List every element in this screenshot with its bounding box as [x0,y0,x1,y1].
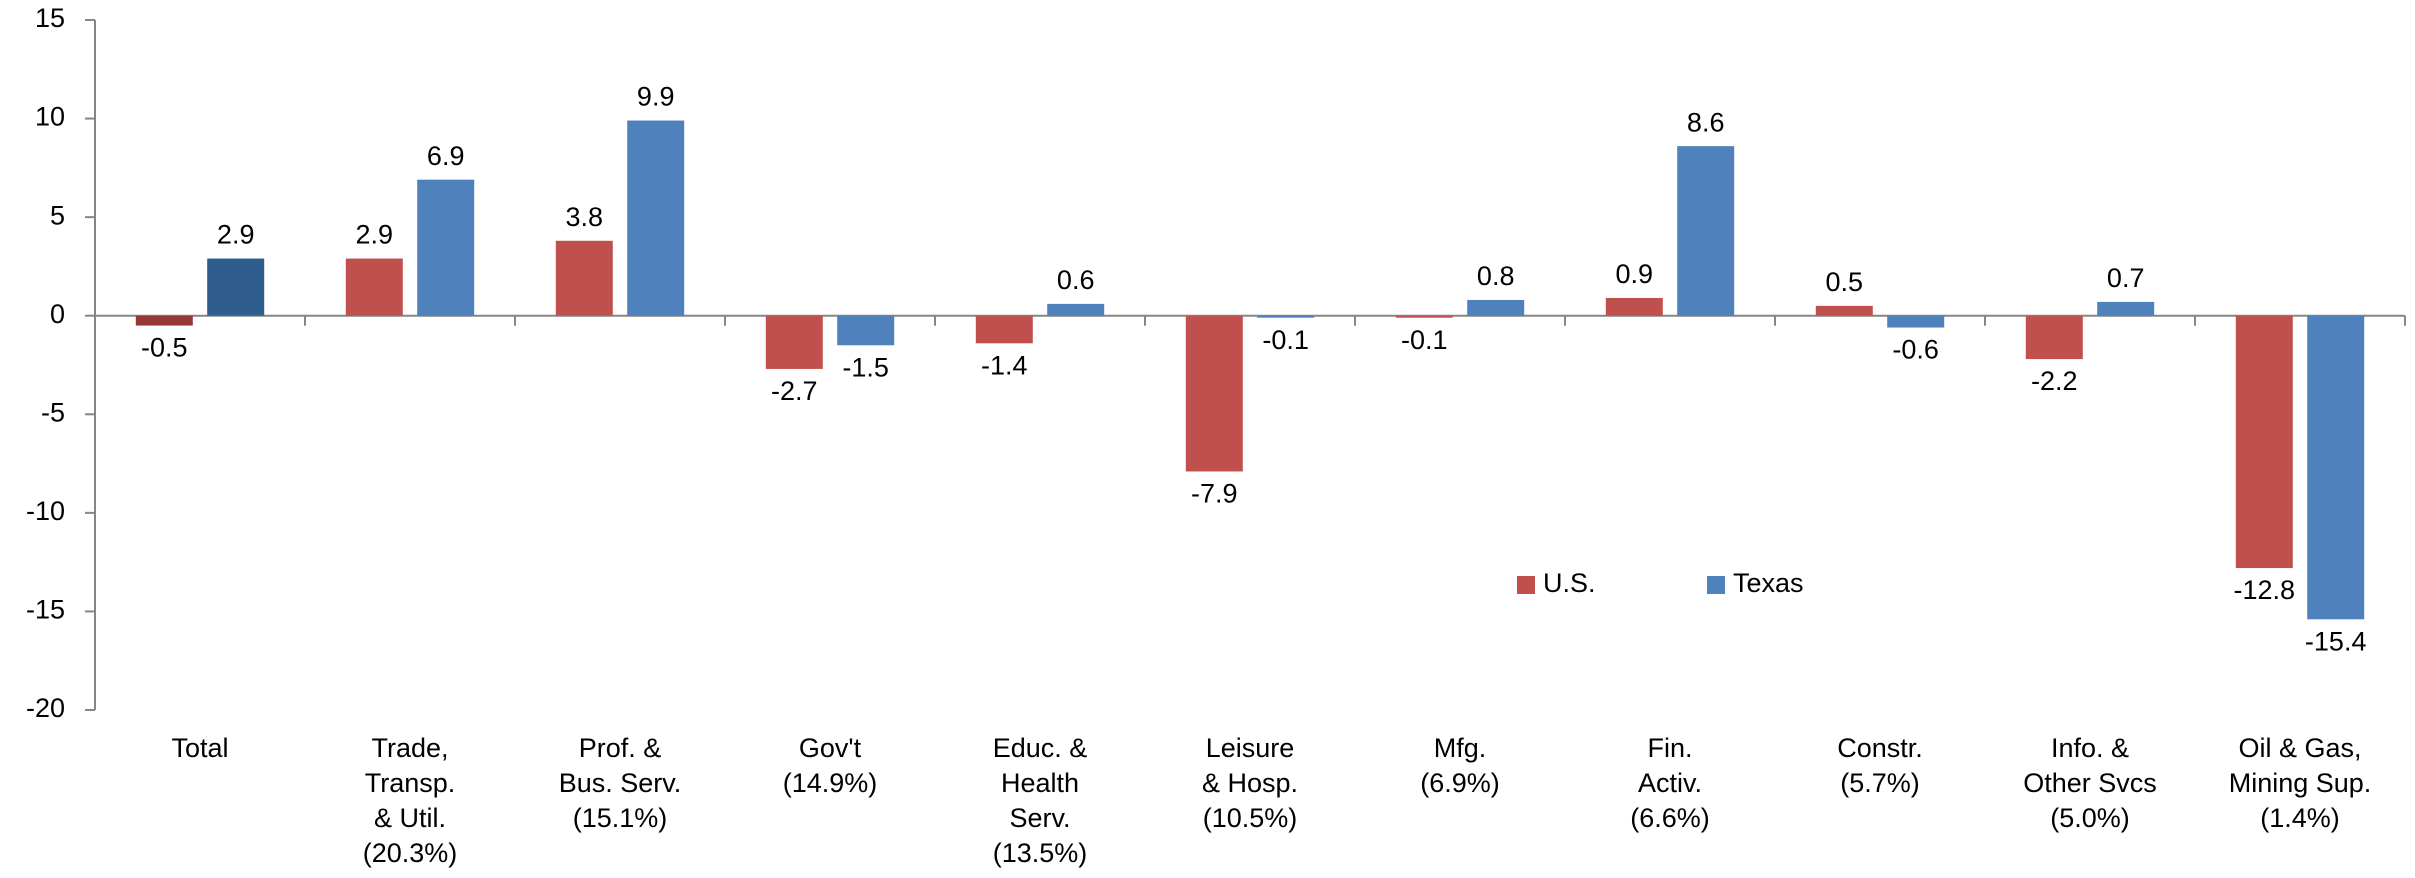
x-tick-label-line: Trade, [371,733,448,763]
legend-label: U.S. [1543,568,1596,598]
bar [1605,297,1663,316]
y-tick-label: 0 [50,299,65,329]
y-tick-label: -10 [26,496,65,526]
x-tick-label-line: (14.9%) [783,768,878,798]
x-tick-label-line: & Util. [374,803,446,833]
x-tick-label-line: (6.6%) [1630,803,1710,833]
bar [837,315,895,346]
data-label: -0.1 [1401,325,1448,355]
x-tick-label: Oil & Gas, Mining Sup. (1.4%) [2229,733,2372,833]
bar [207,258,265,316]
x-tick-label-line: Gov't [799,733,862,763]
data-label: 0.7 [2107,263,2145,293]
bar [135,315,193,326]
data-label: 8.6 [1687,107,1725,137]
x-tick-label: Prof. & Bus. Serv. (15.1%) [559,733,682,833]
x-tick-label-line: Oil & Gas, [2238,733,2361,763]
x-tick-label-line: Activ. [1638,768,1702,798]
data-label: -15.4 [2305,626,2367,656]
x-tick-label-line: (6.9%) [1420,768,1500,798]
x-tick-label-line: Educ. & [993,733,1088,763]
bar [1047,303,1105,316]
data-label: -0.6 [1892,335,1939,365]
x-tick-label: Info. & Other Svcs (5.0%) [2023,733,2157,833]
bar [1395,315,1453,318]
data-label: -1.5 [842,352,889,382]
bar [417,179,475,316]
y-tick-label: 15 [35,3,65,33]
data-label: -2.7 [771,376,818,406]
x-tick-label: Gov't (14.9%) [783,733,878,798]
x-tick-label-line: (15.1%) [573,803,668,833]
data-label: 2.9 [217,220,255,250]
bar [2307,315,2365,620]
bar [1887,315,1945,328]
x-tick-label-line: Total [171,733,228,763]
bar [765,315,823,369]
x-tick-label: Educ. & Health Serv. (13.5%) [993,733,1088,868]
bar [2235,315,2293,569]
data-label: 3.8 [566,202,604,232]
data-label: -2.2 [2031,366,2078,396]
bar [975,315,1033,344]
data-label: 9.9 [637,82,675,112]
data-label: -1.4 [981,350,1028,380]
x-tick-label-line: Mfg. [1434,733,1487,763]
x-tick-label-line: Serv. [1009,803,1070,833]
x-tick-label-line: Bus. Serv. [559,768,682,798]
bar [1677,146,1735,316]
bar [1815,305,1873,316]
data-label: 0.5 [1826,267,1864,297]
bar [1185,315,1243,472]
x-tick-label-line: Other Svcs [2023,768,2157,798]
data-label: 6.9 [427,141,465,171]
x-tick-label-line: Prof. & [579,733,662,763]
x-tick-label-line: Transp. [365,768,456,798]
data-label: 0.6 [1057,265,1095,295]
x-tick-label-line: & Hosp. [1202,768,1298,798]
x-tick-label-line: Mining Sup. [2229,768,2372,798]
x-tick-label-line: Fin. [1647,733,1692,763]
data-label: 2.9 [356,220,394,250]
x-tick-label: Trade, Transp. & Util. (20.3%) [363,733,458,868]
data-label: 0.9 [1616,259,1654,289]
legend-swatch [1517,576,1535,594]
x-tick-label-line: (20.3%) [363,838,458,868]
x-tick-label-line: (5.0%) [2050,803,2130,833]
y-tick-label: 10 [35,102,65,132]
bar [345,258,403,316]
bar [555,240,613,316]
y-tick-label: -15 [26,595,65,625]
x-tick-label-line: Info. & [2051,733,2129,763]
x-tick-label-line: (1.4%) [2260,803,2340,833]
legend-label: Texas [1733,568,1804,598]
x-tick-label-line: Leisure [1206,733,1295,763]
x-tick-label: Total [171,733,228,763]
bar [1257,315,1315,318]
data-label: -12.8 [2234,575,2296,605]
data-label: -0.5 [141,333,188,363]
legend-swatch [1707,576,1725,594]
x-tick-label-line: (5.7%) [1840,768,1920,798]
bar [2097,301,2155,316]
x-tick-label-line: Constr. [1837,733,1923,763]
bar [2025,315,2083,360]
x-tick-label-line: (10.5%) [1203,803,1298,833]
bar [627,120,685,316]
data-label: -0.1 [1262,325,1309,355]
x-tick-label-line: (13.5%) [993,838,1088,868]
x-tick-label: Mfg. (6.9%) [1420,733,1500,798]
y-tick-label: 5 [50,200,65,230]
data-label: 0.8 [1477,261,1515,291]
x-tick-label-line: Health [1001,768,1079,798]
bar [1467,299,1525,316]
data-label: -7.9 [1191,479,1238,509]
y-tick-label: -20 [26,693,65,723]
x-tick-label: Leisure & Hosp. (10.5%) [1202,733,1298,833]
x-tick-label: Fin. Activ. (6.6%) [1630,733,1710,833]
x-tick-label: Constr. (5.7%) [1837,733,1923,798]
y-tick-label: -5 [41,397,65,427]
